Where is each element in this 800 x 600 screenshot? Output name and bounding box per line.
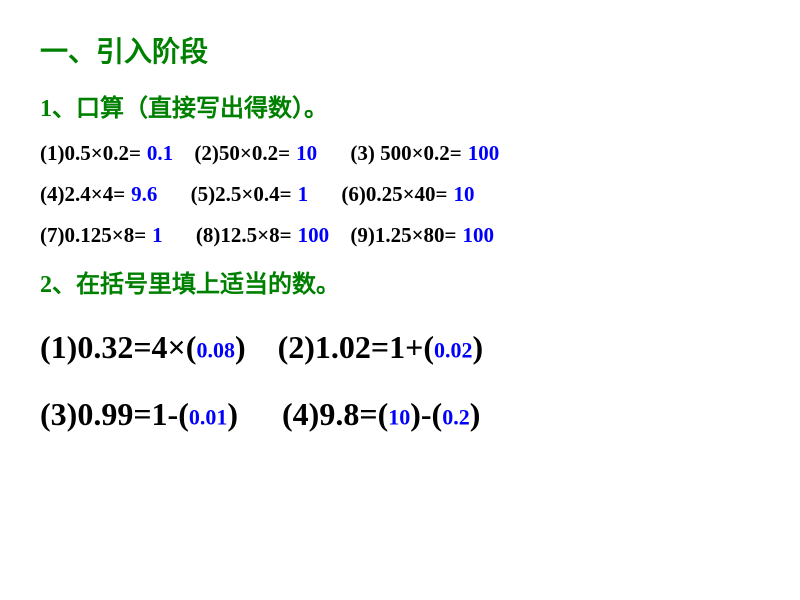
- q-4: (4)2.4×4=: [40, 182, 125, 206]
- fq-3b: ): [227, 396, 238, 432]
- fq-1a: (1)0.32=4×(: [40, 329, 196, 365]
- a-3: 100: [468, 141, 500, 165]
- a-6: 10: [454, 182, 475, 206]
- fq-4b: )-(: [410, 396, 442, 432]
- q-9: (9)1.25×80=: [350, 223, 456, 247]
- a-8: 100: [298, 223, 330, 247]
- q-7: (7)0.125×8=: [40, 223, 146, 247]
- q-3: (3) 500×0.2=: [350, 141, 461, 165]
- calc-row-1: (1)0.5×0.2=0.1 (2)50×0.2=10 (3) 500×0.2=…: [40, 141, 760, 166]
- a-7: 1: [152, 223, 163, 247]
- q-8: (8)12.5×8=: [196, 223, 292, 247]
- fill-row-2: (3)0.99=1-(0.01) (4)9.8=(10)-(0.2): [40, 396, 760, 433]
- fa-4: 10: [388, 405, 410, 430]
- a-5: 1: [298, 182, 309, 206]
- fa-3: 0.01: [189, 405, 228, 430]
- subheading-2: 2、在括号里填上适当的数。: [40, 264, 760, 299]
- fq-4a: (4)9.8=(: [282, 396, 388, 432]
- fa-5: 0.2: [442, 405, 470, 430]
- a-2: 10: [296, 141, 317, 165]
- q-6: (6)0.25×40=: [341, 182, 447, 206]
- q-2: (2)50×0.2=: [194, 141, 290, 165]
- a-4: 9.6: [131, 182, 157, 206]
- fill-row-1: (1)0.32=4×(0.08) (2)1.02=1+(0.02): [40, 329, 760, 366]
- fa-1: 0.08: [196, 338, 235, 363]
- section-heading: 一、引入阶段: [40, 30, 760, 70]
- calc-row-2: (4)2.4×4=9.6 (5)2.5×0.4=1 (6)0.25×40= 10: [40, 182, 760, 207]
- fq-3a: (3)0.99=1-(: [40, 396, 189, 432]
- a-1: 0.1: [147, 141, 173, 165]
- fq-1b: ): [235, 329, 246, 365]
- q-1: (1)0.5×0.2=: [40, 141, 141, 165]
- fq-2a: (2)1.02=1+(: [278, 329, 434, 365]
- a-9: 100: [463, 223, 495, 247]
- q-5: (5)2.5×0.4=: [191, 182, 292, 206]
- fa-2: 0.02: [434, 338, 473, 363]
- fq-2b: ): [473, 329, 484, 365]
- calc-row-3: (7)0.125×8=1 (8)12.5×8=100 (9)1.25×80=10…: [40, 223, 760, 248]
- fq-4c: ): [470, 396, 481, 432]
- subheading-1: 1、口算（直接写出得数）。: [40, 88, 760, 123]
